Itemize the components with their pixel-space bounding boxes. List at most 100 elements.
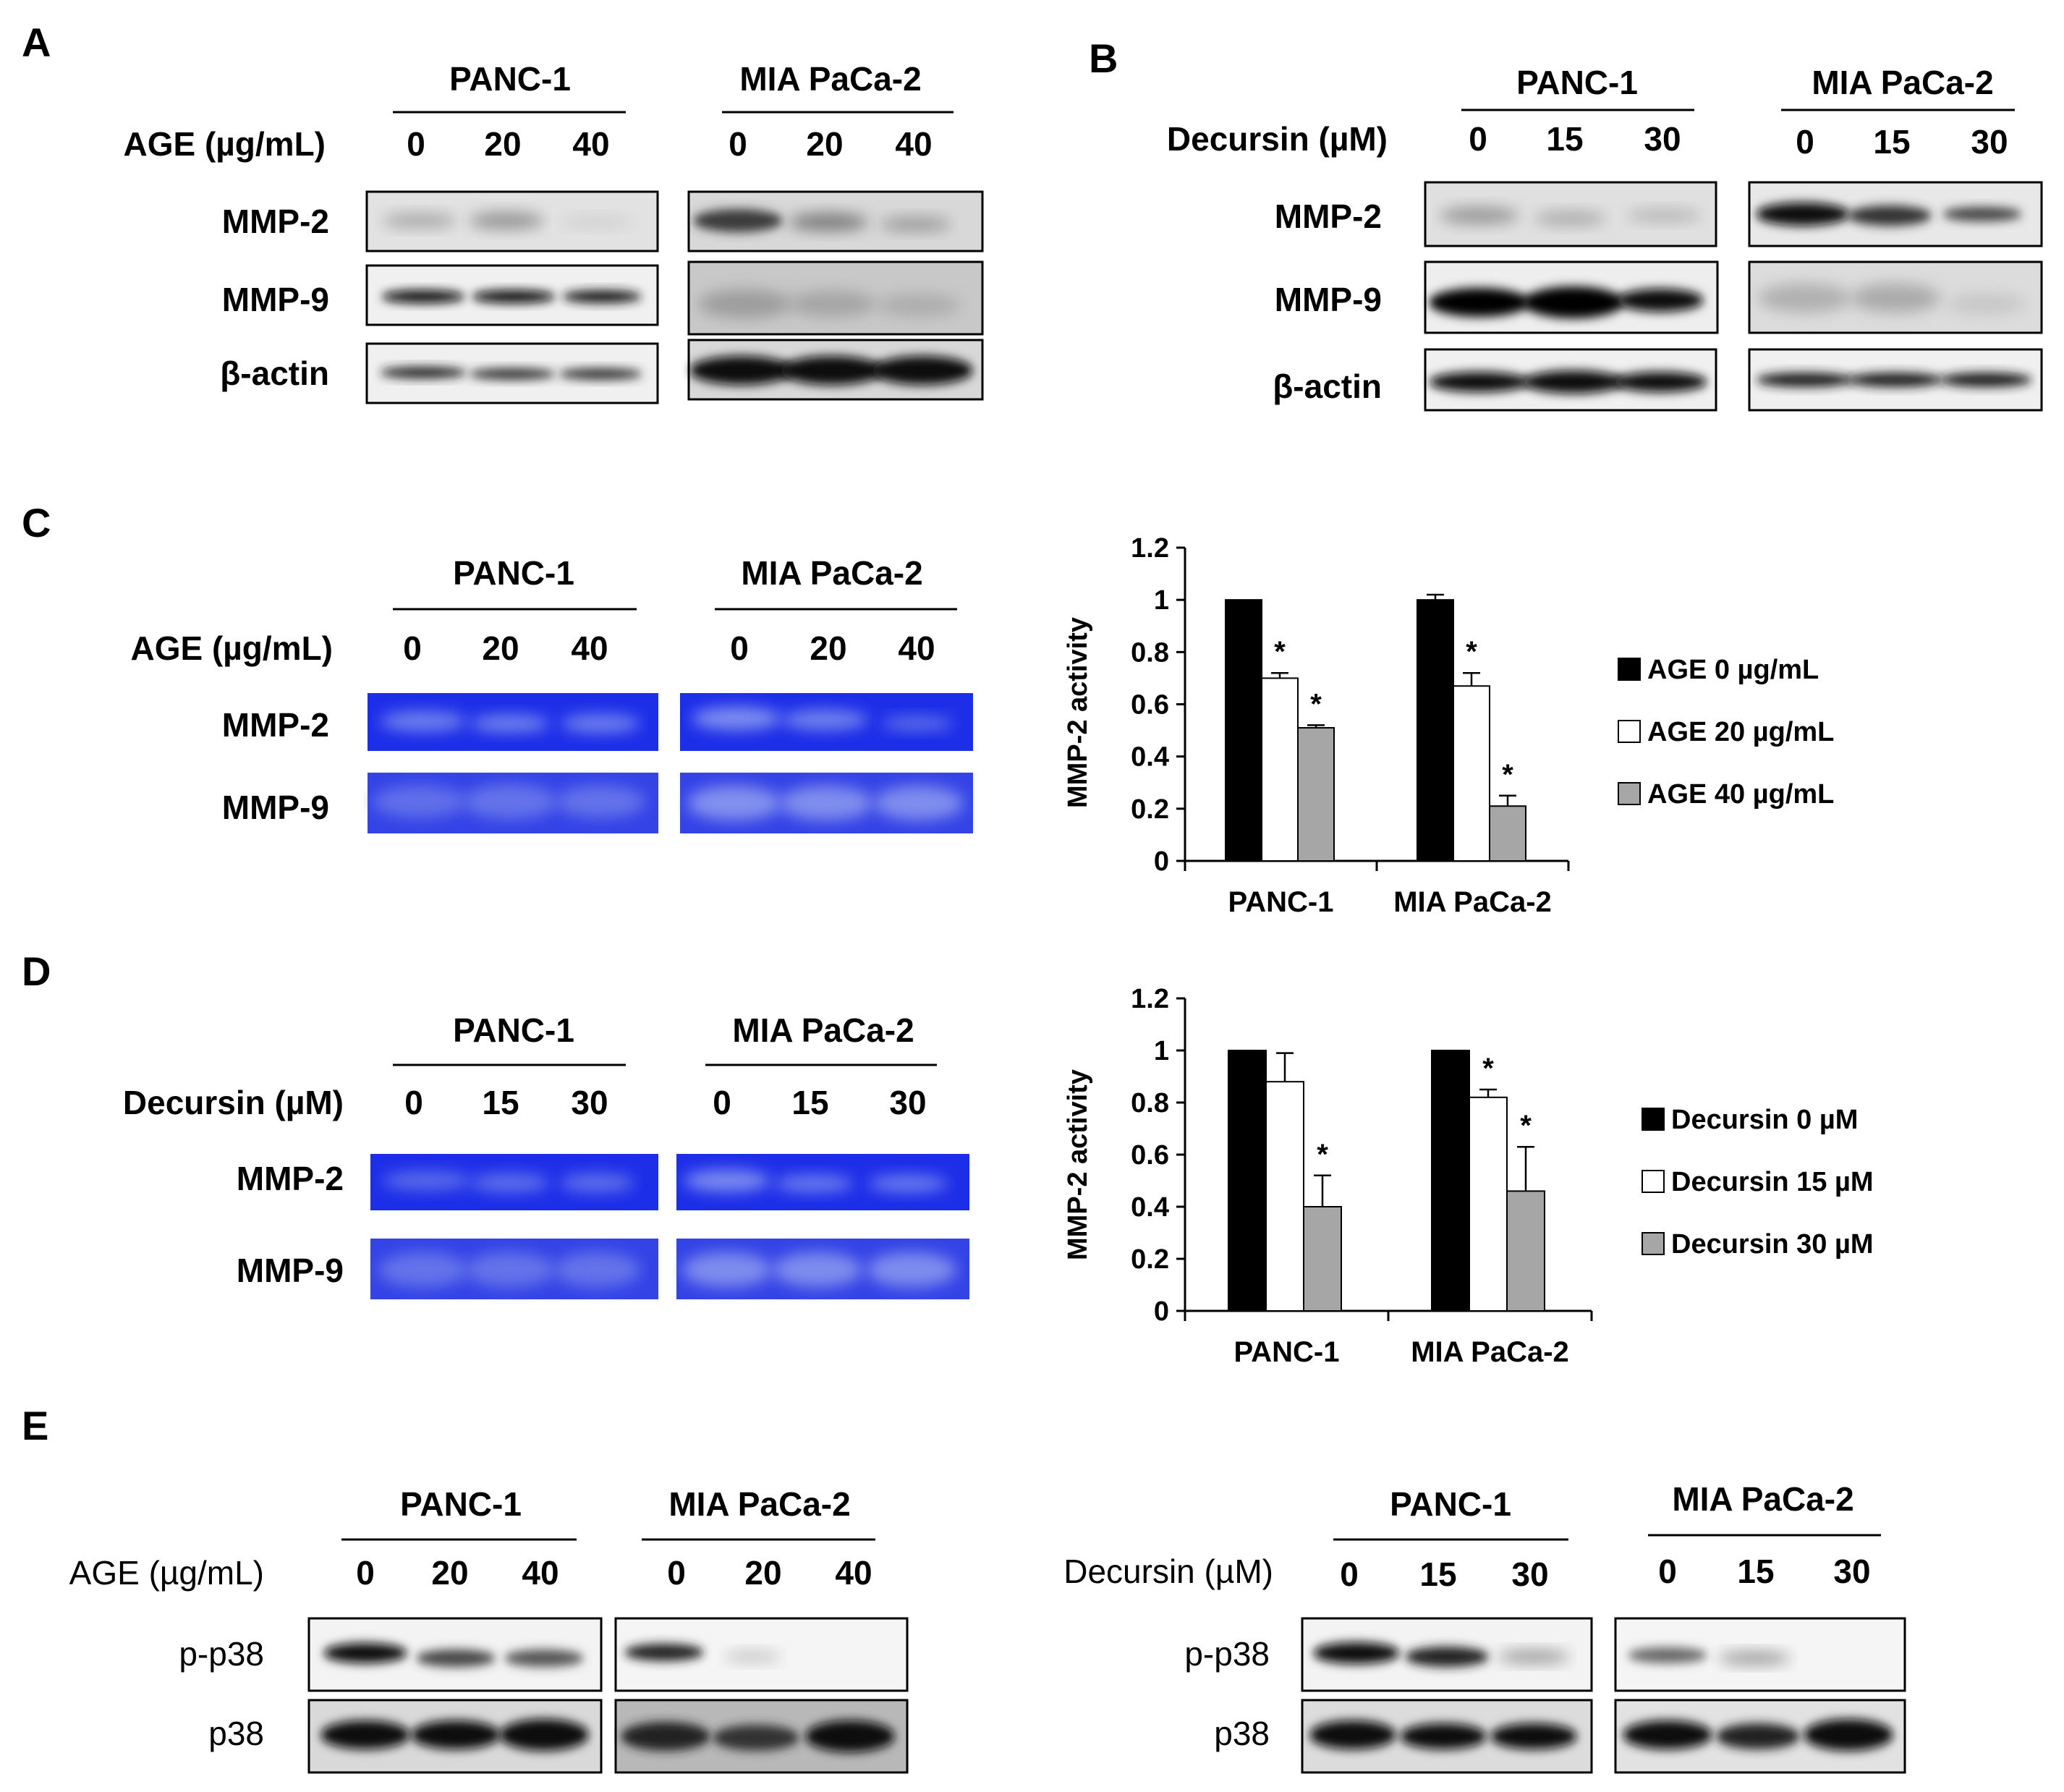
dose-label: 0: [407, 125, 425, 163]
dose-label: 20: [484, 125, 521, 163]
chart-mmp2-activity-age: MMP-2 activity 0 0.2 0.4 0.6 0.8 1 1.2 PANC-1 MI…: [1063, 533, 1834, 918]
western-blot-mmp2-miapaca2: [1748, 181, 2043, 247]
row-label-p38: p38: [1214, 1715, 1270, 1752]
row-label-beta-actin: β-actin: [220, 354, 329, 392]
chart-legend-label: Decursin 15 µM: [1671, 1167, 1874, 1197]
chart-significance-marker: *: [1274, 636, 1286, 668]
dose-label: 40: [898, 629, 935, 667]
chart-y-axis-label: MMP-2 activity: [1063, 617, 1093, 808]
group-header-panc1: PANC-1: [453, 1011, 574, 1049]
row-label-mmp2: MMP-2: [1275, 198, 1382, 235]
row-label-mmp9: MMP-9: [222, 789, 329, 826]
western-blot-mmp2-panc1: [1424, 181, 1717, 247]
row-label-p-p38: p-p38: [179, 1635, 264, 1673]
chart-bar: [1417, 599, 1454, 862]
western-blot-p38-miapaca2-age: [614, 1699, 909, 1774]
western-blot-beta-actin-panc1: [1424, 348, 1717, 412]
group-header-miapaca2: MIA PaCa-2: [668, 1485, 850, 1523]
chart-category-label: MIA PaCa-2: [1411, 1336, 1569, 1368]
row-label-mmp2: MMP-2: [237, 1160, 344, 1197]
treatment-label: Decursin (µM): [1063, 1553, 1273, 1590]
panel-d: D PANC-1 MIA PaCa-2 Decursin (µM) 0 15 3…: [22, 948, 1874, 1368]
chart-y-tick-label: 0.6: [1131, 690, 1169, 721]
dose-label: 40: [895, 125, 932, 163]
chart-bar: [1431, 1050, 1470, 1312]
chart-y-tick-label: 0: [1154, 1296, 1169, 1327]
dose-label: 40: [522, 1554, 559, 1592]
dose-label: 30: [1644, 120, 1681, 158]
treatment-label: Decursin (µM): [1167, 120, 1388, 158]
western-blot-mmp9-panc1: [365, 264, 659, 326]
dose-label: 0: [404, 1084, 423, 1121]
dose-label: 15: [1873, 123, 1910, 161]
chart-y-tick-label: 0.2: [1131, 1244, 1169, 1275]
western-blot-beta-actin-panc1: [365, 342, 659, 404]
group-header-miapaca2: MIA PaCa-2: [739, 60, 921, 98]
chart-legend-swatch: [1642, 1108, 1665, 1131]
chart-y-tick-label: 0.2: [1131, 794, 1169, 825]
panel-letter-d: D: [22, 948, 51, 994]
chart-bar: [1261, 677, 1299, 862]
chart-bar: [1303, 1206, 1342, 1312]
dose-label: 0: [730, 629, 749, 667]
dose-label: 15: [482, 1084, 519, 1121]
dose-label: 15: [791, 1084, 828, 1121]
zymogram-mmp9-panc1: [368, 773, 658, 833]
row-label-mmp2: MMP-2: [222, 203, 329, 240]
chart-legend-swatch: [1642, 1170, 1665, 1193]
dose-label: 0: [1340, 1555, 1359, 1593]
zymogram-mmp2-miapaca2: [676, 1154, 969, 1210]
western-blot-p-p38-miapaca2-decursin: [1614, 1617, 1906, 1692]
group-header-miapaca2: MIA PaCa-2: [1812, 64, 1993, 101]
chart-y-tick-label: 0.8: [1131, 637, 1169, 668]
chart-legend-label: AGE 20 µg/mL: [1647, 717, 1834, 747]
chart-y-tick-label: 1.2: [1131, 533, 1169, 564]
zymogram-mmp9-panc1: [370, 1239, 658, 1299]
chart-y-tick-label: 0.4: [1131, 1192, 1169, 1223]
chart-legend-swatch: [1618, 782, 1641, 805]
treatment-label: AGE (µg/mL): [124, 125, 326, 163]
dose-label: 0: [667, 1554, 686, 1592]
chart-legend-label: AGE 0 µg/mL: [1647, 655, 1819, 685]
treatment-label: AGE (µg/mL): [131, 629, 333, 667]
dose-label: 20: [431, 1554, 468, 1592]
chart-y-tick-label: 1: [1154, 585, 1169, 616]
chart-y-tick-label: 1.2: [1131, 984, 1169, 1014]
panel-letter-a: A: [22, 20, 51, 65]
chart-bar: [1506, 1190, 1545, 1312]
group-header-panc1: PANC-1: [400, 1485, 522, 1523]
dose-label: 40: [572, 125, 609, 163]
row-label-mmp9: MMP-9: [237, 1252, 344, 1289]
zymogram-mmp2-panc1: [368, 693, 658, 751]
western-blot-p-p38-panc1-age: [307, 1617, 603, 1692]
dose-label: 40: [571, 629, 608, 667]
row-label-mmp2: MMP-2: [222, 706, 329, 744]
chart-y-axis-label: MMP-2 activity: [1063, 1069, 1093, 1260]
row-label-beta-actin: β-actin: [1273, 368, 1382, 405]
chart-legend-swatch: [1618, 658, 1641, 681]
western-blot-p38-miapaca2-decursin: [1614, 1699, 1906, 1774]
dose-label: 30: [571, 1084, 608, 1121]
chart-significance-marker: *: [1520, 1110, 1532, 1142]
dose-label: 30: [1971, 123, 2008, 161]
panel-letter-b: B: [1089, 35, 1118, 81]
group-header-miapaca2: MIA PaCa-2: [732, 1011, 914, 1049]
western-blot-p38-panc1-age: [307, 1699, 603, 1774]
treatment-label: Decursin (µM): [123, 1084, 344, 1121]
chart-y-tick-label: 0.4: [1131, 742, 1169, 773]
panel-a: A PANC-1 MIA PaCa-2 AGE (µg/mL) 0 20 40 …: [22, 20, 984, 404]
group-header-panc1: PANC-1: [1516, 64, 1638, 101]
dose-label: 15: [1737, 1553, 1774, 1590]
dose-label: 0: [1796, 123, 1814, 161]
chart-bar: [1228, 1050, 1267, 1312]
chart-y-tick-label: 0.6: [1131, 1140, 1169, 1171]
chart-legend-label: Decursin 30 µM: [1671, 1229, 1874, 1260]
chart-category-label: MIA PaCa-2: [1393, 886, 1552, 918]
chart-y-tick-label: 0: [1154, 846, 1169, 877]
dose-label: 40: [835, 1554, 872, 1592]
group-header-miapaca2: MIA PaCa-2: [741, 554, 922, 592]
panel-c: C PANC-1 MIA PaCa-2 AGE (µg/mL) 0 20 40 …: [22, 500, 1834, 918]
chart-bar: [1297, 726, 1335, 862]
chart-legend-swatch: [1642, 1232, 1665, 1255]
zymogram-mmp9-miapaca2: [676, 1239, 969, 1299]
